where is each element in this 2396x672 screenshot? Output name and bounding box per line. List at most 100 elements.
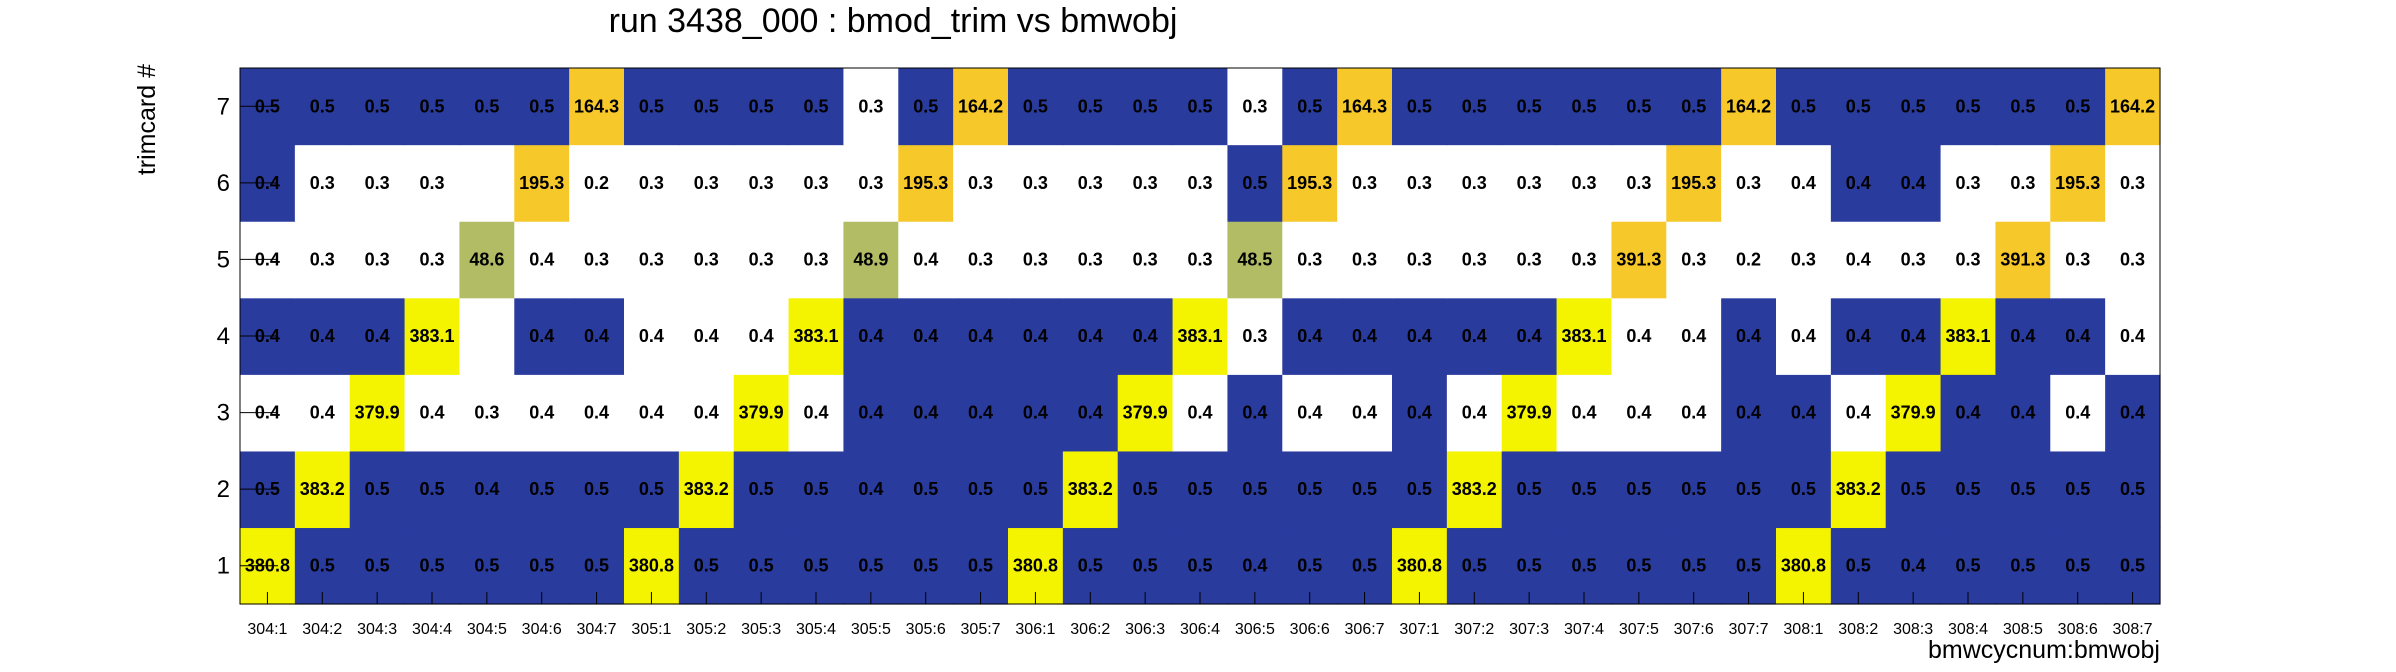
heatmap-cell [1721,68,1777,146]
cell-label: 0.4 [803,403,828,423]
heatmap-cell [1556,527,1613,605]
cell-label: 0.4 [365,326,390,346]
x-tick-label: 306:1 [1015,621,1055,638]
heatmap-cell [2050,450,2106,529]
cell-label: 0.4 [1791,403,1816,423]
x-tick-label: 304:2 [302,621,342,638]
heatmap-cell [678,297,735,375]
heatmap-cell [1501,297,1558,375]
heatmap-cell [1830,450,1887,529]
cell-label: 0.3 [2010,173,2035,193]
heatmap-cell [514,221,570,299]
heatmap-cell [1227,297,1283,375]
cell-label: 0.4 [639,403,664,423]
cell-label: 0.4 [1407,403,1432,423]
cell-label: 0.3 [1955,173,1980,193]
cell-label: 0.5 [1571,556,1596,576]
heatmap-cell [404,297,461,375]
cell-label: 164.3 [1342,96,1387,116]
cell-label: 0.4 [584,403,609,423]
cell-label: 0.5 [310,556,335,576]
cell-label: 0.5 [1462,556,1487,576]
y-tick-label: 4 [217,323,230,350]
cell-label: 383.2 [300,479,345,499]
x-tick-label: 306:6 [1290,621,1330,638]
heatmap-cell [1446,527,1503,605]
cell-label: 383.2 [684,479,729,499]
heatmap-cell [1666,297,1722,375]
heatmap-cell [1776,144,1832,222]
heatmap-cell [1392,221,1448,299]
heatmap-cell [678,221,735,299]
cell-label: 0.5 [584,556,609,576]
y-tick-label: 6 [217,170,230,197]
cell-label: 0.4 [1571,403,1596,423]
x-tick-label: 305:5 [851,621,891,638]
heatmap-cell [1666,450,1722,529]
cell-label: 0.5 [1571,479,1596,499]
cell-label: 0.5 [1681,556,1706,576]
cell-label: 0.3 [639,173,664,193]
cell-label: 0.3 [2120,173,2145,193]
cell-label: 0.3 [419,173,444,193]
cell-label: 383.1 [1945,326,1990,346]
heatmap-cell [1995,221,2051,299]
heatmap-cell [1611,297,1667,375]
cell-label: 0.5 [310,96,335,116]
cell-label: 195.3 [2055,173,2100,193]
heatmap-cell [1227,221,1283,299]
cell-label: 0.4 [858,326,883,346]
heatmap-cell [459,450,515,529]
cell-label: 0.5 [803,479,828,499]
cell-label: 0.3 [1187,249,1212,269]
cell-label: 0.5 [1242,479,1267,499]
cell-label: 0.5 [968,556,993,576]
cell-label: 0.3 [1187,173,1212,193]
cell-label: 0.4 [1242,556,1267,576]
heatmap-cell [1666,221,1722,299]
heatmap-cell [953,297,1009,375]
heatmap-cell [843,68,899,146]
heatmap-cell [733,527,790,605]
axis-ticks [240,105,2134,604]
heatmap-cell [2105,221,2161,299]
cell-label: 0.3 [1407,173,1432,193]
heatmap-cell [459,297,515,375]
heatmap-cell [2105,144,2161,222]
heatmap-cell [1721,297,1777,375]
heatmap-cell [733,297,790,375]
cell-label: 0.5 [1462,96,1487,116]
heatmap-cell [1885,221,1942,299]
cell-label: 0.5 [1187,96,1212,116]
cell-label: 380.8 [1781,556,1826,576]
x-tick-label: 304:1 [247,621,287,638]
cell-label: 0.4 [1681,403,1706,423]
cell-label: 0.4 [1846,173,1871,193]
x-tick-label: 304:5 [467,621,507,638]
x-tick-label: 307:3 [1509,621,1549,638]
heatmap-cell [1830,144,1887,222]
cell-label: 0.5 [365,556,390,576]
y-tick-labels: 1 2 3 4 5 6 7 [217,93,230,579]
cell-label: 0.4 [1187,403,1212,423]
cell-label: 0.3 [2120,249,2145,269]
cell-label: 0.5 [1736,479,1761,499]
heatmap-cell [404,450,461,529]
cell-label: 0.4 [1791,173,1816,193]
cell-label: 0.5 [803,96,828,116]
cell-label: 0.3 [1517,249,1542,269]
cell-label: 0.4 [968,403,993,423]
cell-label: 0.3 [1791,249,1816,269]
heatmap-cell [1446,374,1503,452]
cell-label: 379.9 [1891,403,1936,423]
cell-label: 0.3 [1955,249,1980,269]
cell-label: 0.5 [2120,556,2145,576]
cell-label: 0.5 [1846,96,1871,116]
heatmap-cell [294,221,351,299]
y-tick-label: 5 [217,246,230,273]
cell-label: 0.4 [529,403,554,423]
cell-label: 0.4 [1681,326,1706,346]
heatmap-cell [404,68,461,146]
heatmap-cell [569,297,625,375]
heatmap-cell [1556,221,1613,299]
